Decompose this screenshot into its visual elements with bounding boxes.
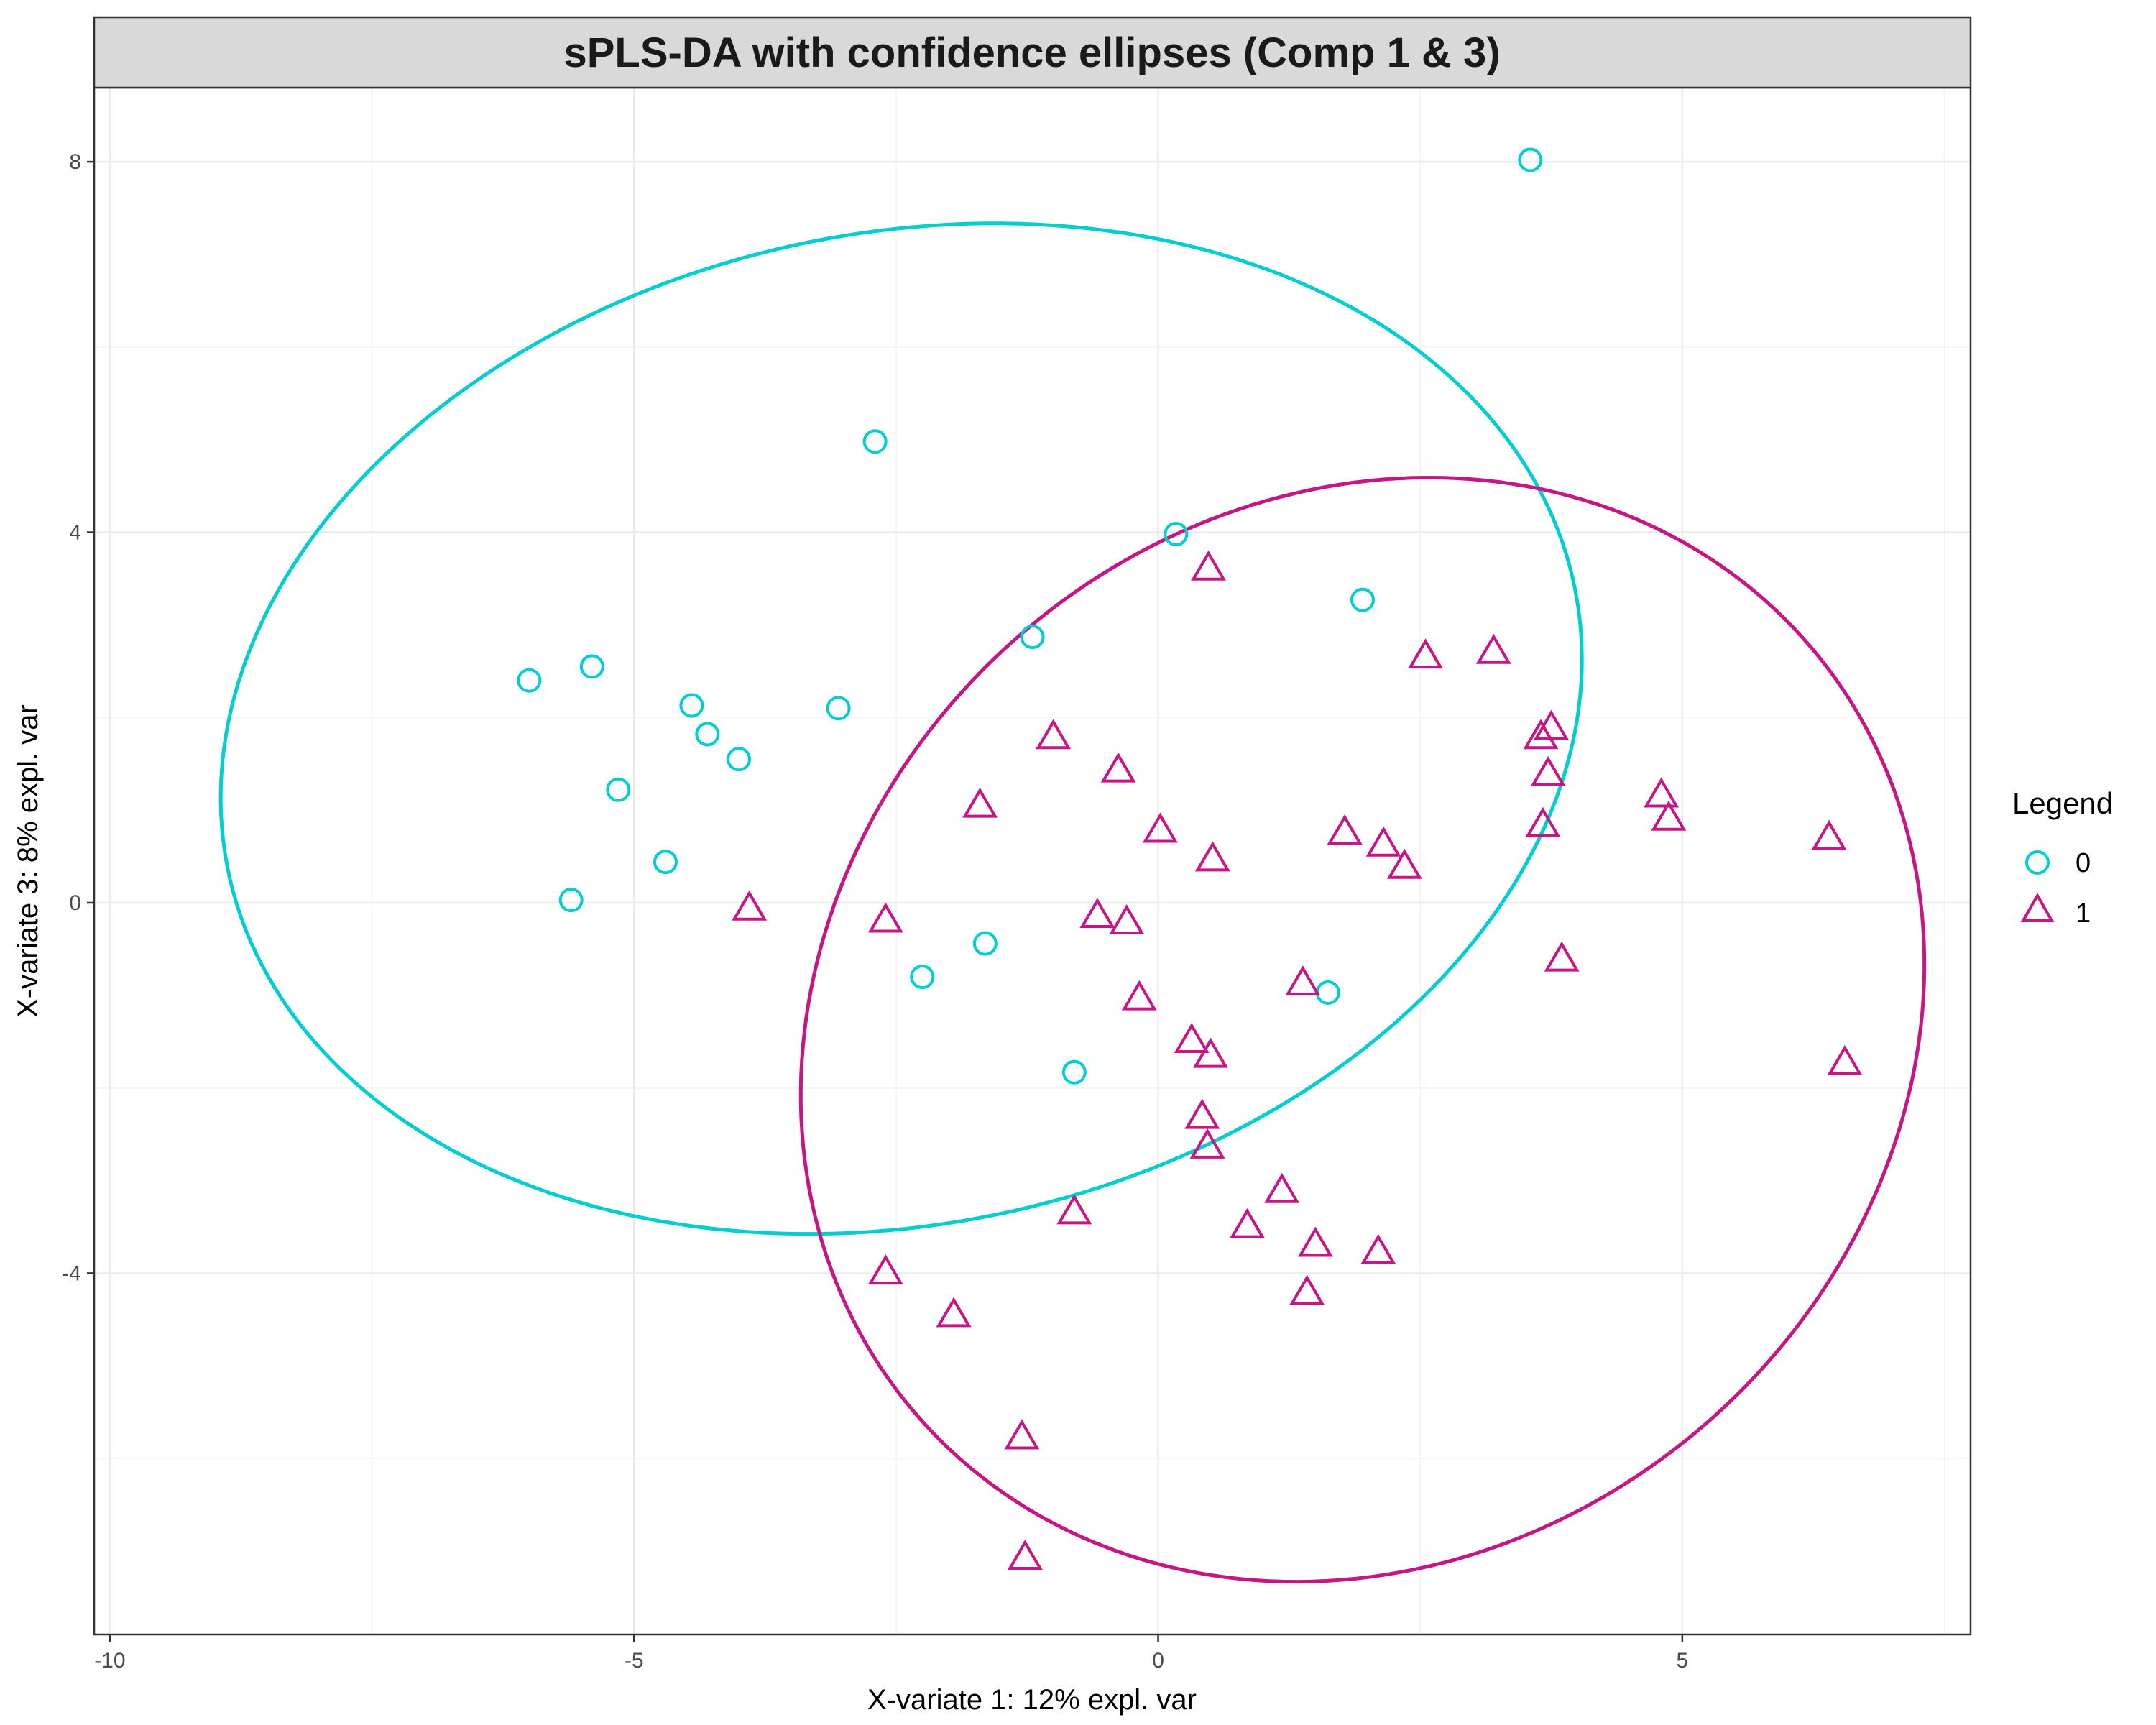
point-group-0: [727, 747, 752, 772]
point-group-1: [732, 890, 768, 921]
y-axis-label: X-variate 3: 8% expl. var: [12, 704, 44, 1018]
x-tick-label: -10: [94, 1649, 125, 1673]
point-group-1: [1191, 550, 1227, 581]
x-axis-ticks: -10 -5 0 5: [94, 1634, 1688, 1673]
point-group-1: [1109, 904, 1145, 935]
point-group-1: [1142, 812, 1178, 843]
title-strip: [93, 16, 1972, 89]
y-tick-label: 0: [69, 891, 81, 915]
point-group-1: [1644, 777, 1680, 808]
point-group-0: [862, 429, 888, 454]
point-group-0: [679, 693, 704, 718]
point-group-1: [1184, 1098, 1220, 1129]
point-group-0: [517, 668, 542, 693]
point-group-0: [695, 722, 720, 747]
minor-gridlines: [94, 88, 1971, 1634]
point-group-1: [867, 902, 903, 933]
point-group-0: [826, 696, 851, 721]
point-group-1: [1036, 719, 1072, 750]
confidence-ellipse-0: [218, 221, 1584, 1236]
point-group-1: [1360, 1233, 1396, 1264]
point-group-1: [1475, 633, 1511, 664]
point-group-1: [1192, 1037, 1228, 1068]
data-points: [517, 147, 1863, 1570]
point-group-1: [962, 787, 998, 818]
point-group-1: [1189, 1128, 1225, 1159]
point-group-1: [1194, 841, 1230, 872]
point-group-1: [1408, 638, 1443, 669]
point-group-1: [1365, 826, 1401, 857]
point-group-1: [1651, 800, 1687, 831]
point-group-1: [1386, 848, 1422, 879]
point-group-1: [1079, 898, 1115, 928]
point-group-0: [972, 931, 998, 956]
point-group-1: [1827, 1044, 1863, 1075]
y-tick-label: -4: [62, 1261, 81, 1285]
point-group-0: [1350, 587, 1375, 612]
x-tick-label: -5: [625, 1649, 644, 1673]
point-group-1: [1289, 1274, 1325, 1305]
y-tick-label: 8: [69, 150, 81, 174]
point-group-1: [1121, 980, 1157, 1011]
legend-label-0: 0: [2076, 848, 2091, 878]
y-axis-ticks: -4 0 4 8: [62, 150, 94, 1285]
point-group-0: [1518, 147, 1543, 172]
point-group-0: [910, 965, 935, 990]
point-group-1: [1523, 719, 1559, 750]
chart-title: sPLS-DA with confidence ellipses (Comp 1…: [563, 29, 1500, 76]
point-group-0: [1164, 522, 1189, 547]
confidence-ellipses: [218, 221, 1927, 1584]
point-group-0: [1061, 1059, 1087, 1085]
x-tick-label: 5: [1677, 1649, 1689, 1673]
point-group-1: [1230, 1208, 1266, 1238]
legend-label-1: 1: [2076, 898, 2091, 929]
point-group-1: [1297, 1226, 1333, 1257]
legend: Legend 0 1: [2012, 786, 2113, 929]
confidence-ellipse-1: [798, 475, 1927, 1584]
point-group-0: [1020, 625, 1045, 650]
point-group-1: [1544, 941, 1580, 972]
legend-key-0-circle-icon: [2025, 850, 2050, 875]
point-group-1: [1264, 1172, 1300, 1203]
x-axis-label: X-variate 1: 12% expl. var: [867, 1684, 1197, 1716]
x-tick-label: 0: [1152, 1649, 1164, 1673]
legend-title: Legend: [2012, 786, 2113, 820]
point-group-1: [1100, 752, 1136, 783]
point-group-1: [867, 1254, 903, 1285]
legend-key-1-triangle-icon: [2020, 892, 2055, 922]
point-group-0: [579, 654, 604, 679]
point-group-1: [1530, 755, 1566, 786]
point-group-0: [558, 888, 584, 913]
point-group-0: [606, 777, 631, 802]
point-group-1: [1004, 1419, 1040, 1450]
point-group-1: [1811, 819, 1847, 850]
point-group-1: [1056, 1194, 1092, 1225]
point-group-1: [1327, 814, 1363, 845]
point-group-1: [1007, 1540, 1043, 1570]
major-gridlines: [94, 88, 1971, 1634]
point-group-1: [1174, 1022, 1210, 1053]
point-group-1: [1285, 965, 1321, 996]
point-group-1: [1525, 806, 1561, 837]
plot-panel: [94, 88, 1971, 1634]
point-group-0: [653, 850, 678, 875]
y-tick-label: 4: [69, 521, 81, 545]
point-group-1: [936, 1297, 972, 1328]
